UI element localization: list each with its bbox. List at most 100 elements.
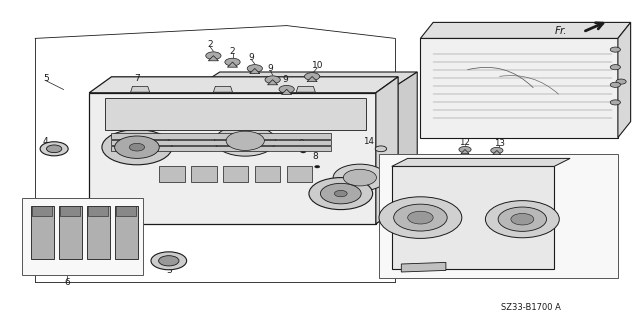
Polygon shape: [111, 140, 331, 145]
Circle shape: [315, 165, 320, 168]
Polygon shape: [618, 22, 631, 138]
Circle shape: [610, 47, 620, 52]
Polygon shape: [392, 162, 420, 177]
Circle shape: [343, 169, 376, 186]
Circle shape: [511, 213, 534, 225]
Polygon shape: [159, 166, 185, 182]
Polygon shape: [32, 206, 52, 216]
Circle shape: [47, 145, 62, 153]
Polygon shape: [31, 206, 54, 259]
Text: 2: 2: [208, 40, 213, 49]
Circle shape: [610, 82, 620, 87]
Text: 8: 8: [314, 154, 320, 163]
Circle shape: [40, 142, 68, 156]
Polygon shape: [191, 166, 217, 182]
Circle shape: [226, 131, 264, 150]
Text: 9: 9: [282, 75, 289, 84]
Polygon shape: [392, 158, 570, 166]
Text: 11: 11: [390, 271, 402, 280]
Circle shape: [610, 65, 620, 70]
Polygon shape: [60, 206, 80, 216]
Text: SZ33-B1700 A: SZ33-B1700 A: [501, 303, 561, 312]
Polygon shape: [111, 133, 331, 139]
Polygon shape: [208, 56, 218, 61]
Circle shape: [309, 178, 373, 210]
Text: 10: 10: [311, 61, 323, 70]
Circle shape: [225, 58, 240, 66]
Text: 3: 3: [166, 266, 172, 275]
Text: 9: 9: [248, 53, 255, 62]
Circle shape: [610, 100, 620, 105]
Polygon shape: [379, 154, 618, 278]
Circle shape: [247, 65, 262, 72]
Polygon shape: [87, 206, 110, 259]
Polygon shape: [392, 166, 554, 269]
Circle shape: [301, 150, 306, 153]
Polygon shape: [89, 77, 398, 93]
Circle shape: [394, 204, 447, 231]
Polygon shape: [197, 86, 395, 218]
Polygon shape: [268, 80, 278, 85]
Circle shape: [333, 164, 387, 191]
Polygon shape: [111, 146, 331, 151]
Text: 5: 5: [43, 74, 49, 83]
Circle shape: [320, 183, 361, 204]
Polygon shape: [131, 86, 150, 92]
Circle shape: [498, 207, 547, 231]
Polygon shape: [223, 166, 248, 182]
Polygon shape: [22, 198, 143, 275]
Polygon shape: [395, 72, 417, 218]
Circle shape: [459, 147, 471, 153]
Polygon shape: [255, 166, 280, 182]
Text: 4: 4: [43, 137, 48, 146]
Polygon shape: [461, 149, 469, 154]
Polygon shape: [89, 93, 376, 224]
Polygon shape: [105, 98, 366, 130]
Polygon shape: [88, 206, 108, 216]
Text: 8: 8: [298, 136, 304, 145]
Polygon shape: [116, 206, 136, 216]
Polygon shape: [227, 62, 238, 67]
Text: 14: 14: [362, 137, 374, 146]
Polygon shape: [287, 166, 312, 182]
Circle shape: [159, 256, 179, 266]
Circle shape: [490, 148, 503, 154]
Text: 1: 1: [359, 191, 365, 200]
Circle shape: [151, 252, 187, 270]
Circle shape: [616, 79, 626, 84]
Circle shape: [206, 52, 221, 60]
Circle shape: [408, 211, 433, 224]
Circle shape: [265, 76, 280, 84]
Circle shape: [102, 130, 172, 165]
Text: Fr.: Fr.: [554, 26, 567, 36]
Circle shape: [485, 201, 559, 238]
Circle shape: [215, 125, 276, 156]
Circle shape: [375, 146, 387, 152]
Text: 12: 12: [459, 138, 471, 147]
Circle shape: [129, 143, 145, 151]
Polygon shape: [282, 89, 292, 94]
Text: 6: 6: [64, 278, 70, 287]
Polygon shape: [420, 38, 618, 138]
Circle shape: [334, 190, 347, 197]
Text: 8: 8: [312, 152, 318, 161]
Polygon shape: [250, 68, 260, 74]
Text: 2: 2: [230, 47, 235, 56]
Circle shape: [304, 73, 320, 80]
Circle shape: [279, 85, 294, 93]
Circle shape: [379, 197, 462, 238]
Text: 13: 13: [494, 139, 505, 148]
Polygon shape: [493, 150, 501, 155]
Text: 9: 9: [268, 64, 274, 73]
Polygon shape: [115, 206, 138, 259]
Polygon shape: [213, 86, 233, 92]
Polygon shape: [420, 22, 631, 38]
Polygon shape: [59, 206, 82, 259]
Polygon shape: [307, 76, 317, 82]
Polygon shape: [401, 262, 446, 272]
Polygon shape: [296, 86, 315, 92]
Polygon shape: [197, 72, 417, 86]
Polygon shape: [376, 77, 398, 224]
Circle shape: [115, 136, 159, 158]
Text: 8: 8: [300, 138, 306, 147]
